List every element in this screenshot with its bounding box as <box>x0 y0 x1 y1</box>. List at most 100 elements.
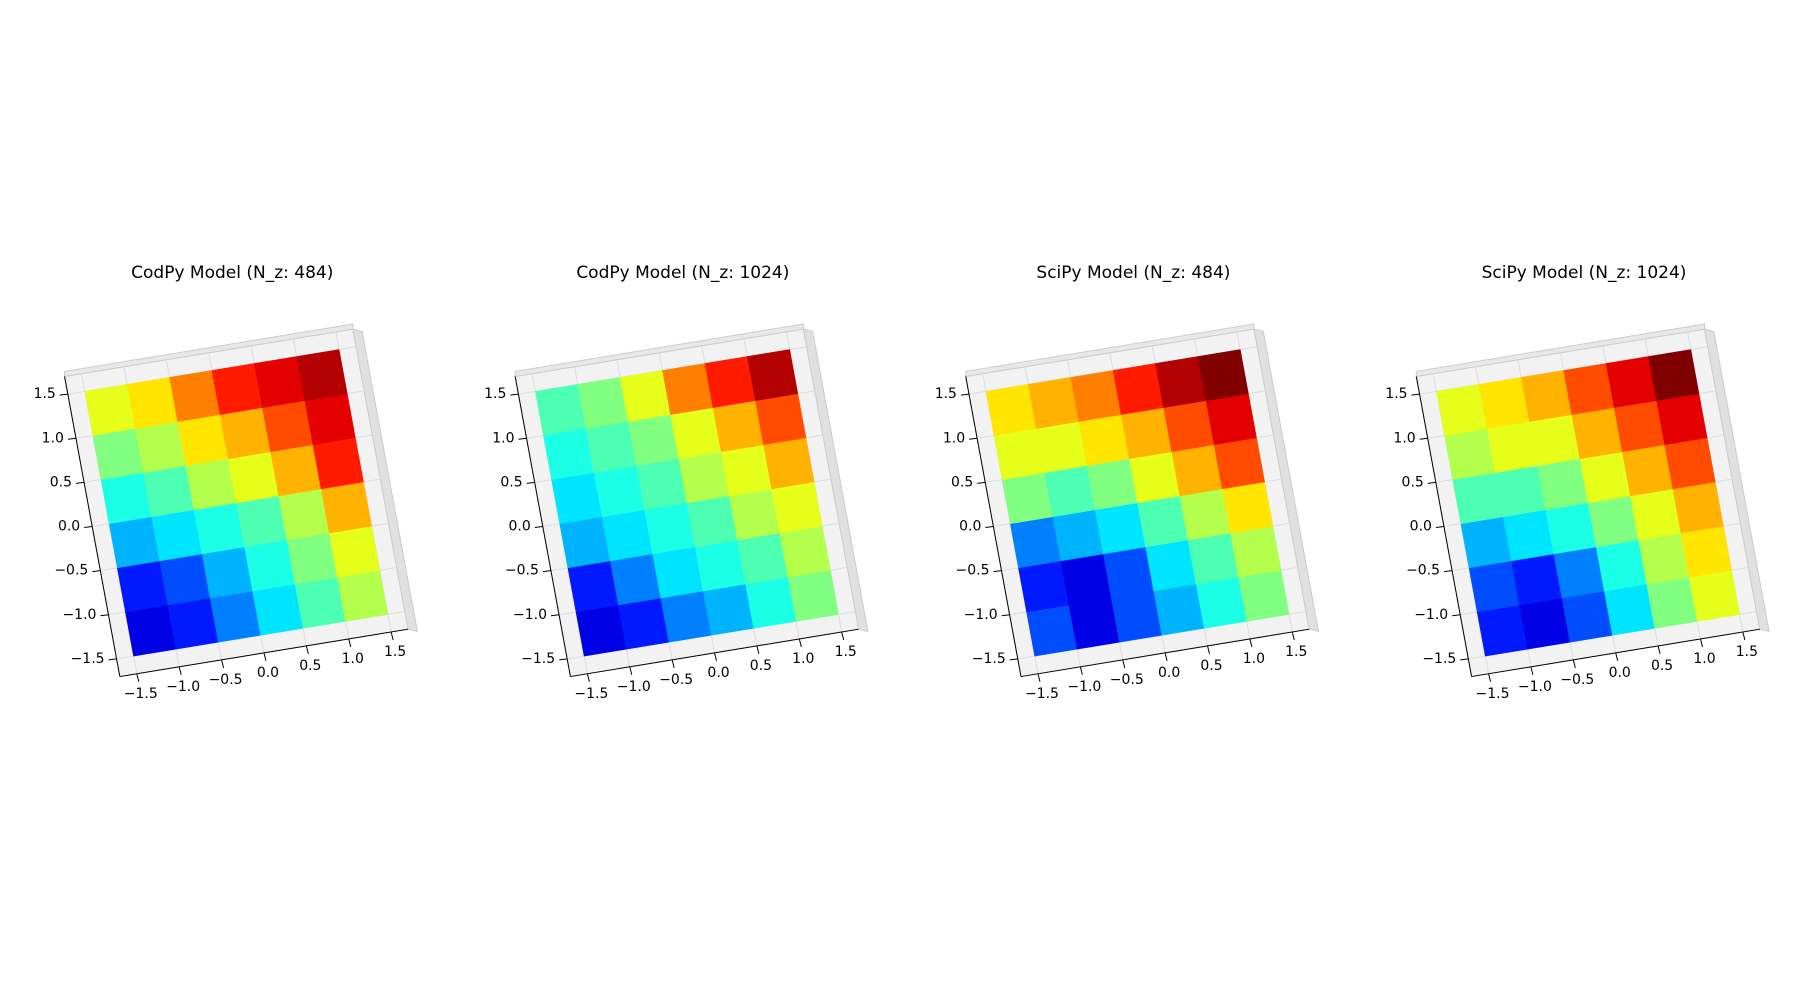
surface-cell <box>126 377 178 429</box>
surface-cell <box>1187 532 1239 585</box>
x-tick-label: 0.5 <box>299 658 321 674</box>
surface-cell <box>577 377 629 429</box>
x-tick-label: −1.5 <box>574 686 608 702</box>
surface-cell <box>143 465 195 518</box>
x-tick <box>756 645 760 655</box>
surface-cell <box>193 502 245 555</box>
surface-cell <box>1646 576 1698 629</box>
x-tick <box>586 673 590 682</box>
chart-title: CodPy Model (N_z: 484) <box>131 263 333 283</box>
x-tick <box>1742 631 1746 641</box>
surface-cell <box>1145 539 1197 592</box>
surface-cell <box>585 421 637 473</box>
x-tick-label: 0.5 <box>750 658 772 674</box>
x-axis <box>1471 628 1760 678</box>
surface-cell <box>1595 539 1648 592</box>
surface-cell <box>686 495 738 548</box>
surface-cell <box>1018 560 1070 613</box>
y-tick <box>1411 393 1420 396</box>
surface-cell <box>169 370 221 422</box>
side-wall <box>802 328 869 633</box>
y-tick <box>526 481 535 484</box>
surface-cell <box>702 583 754 636</box>
surface-cell <box>1171 444 1223 497</box>
y-tick <box>92 570 101 573</box>
surface-cell <box>1563 363 1615 415</box>
y-tick-label: −1.0 <box>1414 607 1448 623</box>
y-tick-label: 1.5 <box>1385 386 1407 402</box>
surface-cell <box>159 553 211 606</box>
surface-cell <box>201 546 253 599</box>
surface-cell <box>559 516 611 569</box>
surface-cell <box>609 553 662 606</box>
x-tick-label: −0.5 <box>659 672 693 688</box>
y-tick-label: −1.0 <box>513 607 547 623</box>
surface-cell <box>535 384 587 436</box>
back-wall <box>1415 323 1706 378</box>
surface-cell <box>1468 560 1520 613</box>
surface-cell <box>1026 604 1078 657</box>
surface-cell <box>1561 590 1613 643</box>
surface-cell <box>211 363 263 415</box>
y-tick-label: 0.5 <box>1402 474 1424 490</box>
x-tick <box>221 659 225 668</box>
x-tick-label: 1.0 <box>342 651 364 667</box>
y-tick-label: −0.5 <box>54 563 88 579</box>
surface-cell <box>1137 495 1189 548</box>
surface-cell <box>1444 428 1496 480</box>
surface-cell <box>662 363 714 415</box>
y-tick-label: 1.0 <box>943 430 965 446</box>
surface-cell <box>1638 532 1690 585</box>
surface-cell <box>278 488 330 541</box>
y-tick <box>550 614 560 617</box>
surface-cell <box>1680 525 1732 578</box>
y-tick-label: −0.5 <box>505 563 539 579</box>
y-tick-label: −0.5 <box>1406 563 1440 579</box>
surface-cell <box>254 356 306 408</box>
surface-cell <box>286 532 338 585</box>
y-axis <box>965 376 1022 677</box>
y-tick <box>993 570 1002 573</box>
x-tick <box>390 631 394 641</box>
surface-cell <box>1001 472 1054 525</box>
surface-cell <box>593 465 645 518</box>
x-tick <box>629 666 633 675</box>
y-tick <box>977 481 986 484</box>
x-tick <box>1488 673 1492 682</box>
surface-cell <box>1486 421 1538 473</box>
surface-cell <box>575 604 627 657</box>
surface-cell <box>601 509 653 562</box>
surface-cell <box>1112 363 1164 415</box>
surface-cell <box>1545 502 1597 555</box>
y-axis <box>64 376 121 677</box>
surface-cell <box>1520 370 1573 422</box>
x-axis <box>1020 628 1310 678</box>
x-tick-label: 1.5 <box>1285 644 1307 660</box>
surface-cell <box>1094 502 1146 555</box>
surface-cell <box>262 400 314 453</box>
surface-cell <box>252 583 304 636</box>
x-tick-label: −0.5 <box>209 672 243 688</box>
chart-title: SciPy Model (N_z: 484) <box>1036 263 1230 283</box>
side-wall <box>352 328 419 633</box>
x-tick-label: −1.0 <box>1067 679 1101 695</box>
y-tick-label: 0.5 <box>500 474 522 490</box>
side-wall <box>1253 328 1320 633</box>
surface-cell <box>1537 458 1589 511</box>
surface-cell <box>1604 583 1656 636</box>
surface-cell <box>1613 400 1666 453</box>
x-tick-label: −1.5 <box>1476 686 1510 702</box>
y-tick <box>985 526 994 529</box>
surface-cell <box>1036 421 1088 473</box>
surface-cell <box>746 349 799 401</box>
x-tick-label: 0.0 <box>1158 665 1180 681</box>
surface-cell <box>543 428 595 480</box>
y-tick <box>559 658 568 661</box>
y-tick-label: 1.5 <box>484 386 506 402</box>
x-tick-label: 0.5 <box>1200 658 1222 674</box>
surface-cell <box>1120 407 1173 459</box>
x-tick-label: −1.0 <box>166 679 200 695</box>
surface-cell <box>1086 458 1138 511</box>
x-tick <box>841 631 845 641</box>
